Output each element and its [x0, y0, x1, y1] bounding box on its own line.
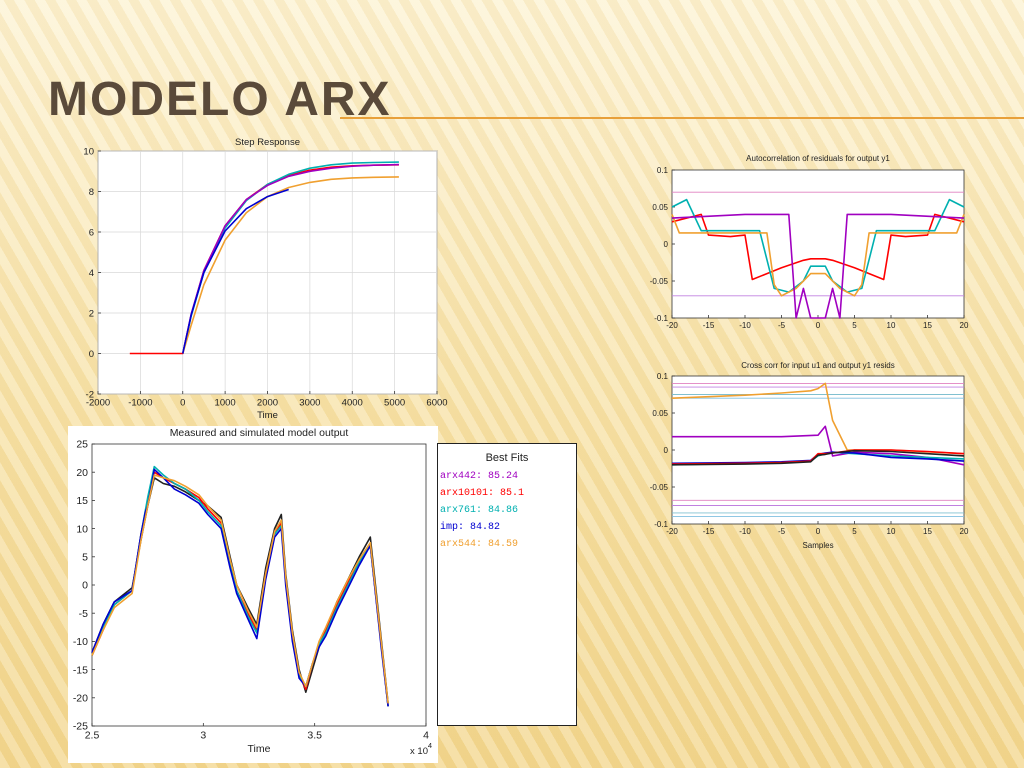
y-tick-label: 0	[82, 580, 88, 592]
best-fits-legend: Best Fits arx442: 85.24 arx10101: 85.1 a…	[437, 443, 577, 726]
x-tick-label: 15	[923, 321, 932, 330]
series-line-4	[671, 213, 965, 319]
x-tick-label: 5	[852, 527, 857, 536]
y-tick-label: 15	[76, 495, 88, 507]
fit-entry-imp: imp: 84.82	[440, 522, 501, 533]
x-tick-label: 3000	[299, 398, 320, 409]
x-tick-label: -1000	[128, 398, 152, 409]
y-tick-label: 0.1	[657, 166, 669, 175]
y-tick-label: -25	[73, 721, 88, 733]
y-tick-label: -10	[73, 636, 88, 648]
y-tick-label: 4	[89, 268, 94, 279]
x-tick-label: 0	[816, 321, 821, 330]
x-tick-label: -20	[666, 527, 678, 536]
y-tick-label: -2	[86, 389, 94, 400]
x-tick-label: 10	[887, 321, 896, 330]
y-tick-label: -0.1	[654, 314, 668, 323]
series-line-6	[671, 449, 965, 466]
y-tick-label: 8	[89, 187, 94, 198]
x-tick-label: 0	[180, 398, 185, 409]
x-tick-label: 5000	[384, 398, 405, 409]
measured-simulated-chart: 2.5 3 3.5 4 -25 -20 -15 -10 -5 0 5 10 15 20 25 Measured…	[68, 426, 438, 763]
x-tick-label: 1000	[215, 398, 236, 409]
y-tick-label: -0.1	[654, 520, 668, 529]
slide-title: MODELO ARX	[48, 73, 392, 126]
series-line-5	[182, 188, 289, 354]
chart-title: Cross corr for input u1 and output y1 re…	[741, 361, 894, 370]
x-tick-label: -5	[778, 321, 786, 330]
y-tick-label: -15	[73, 664, 88, 676]
x-tick-label: 20	[960, 321, 969, 330]
chart-title: Measured and simulated model output	[170, 427, 349, 439]
x-tick-label: 6000	[426, 398, 447, 409]
series-line-3	[91, 465, 389, 707]
x-tick-label: -20	[666, 321, 678, 330]
x-tick-label: 4	[423, 730, 429, 742]
y-tick-label: 2	[89, 308, 94, 319]
x-tick-label: 3.5	[307, 730, 322, 742]
series-line-5	[91, 474, 389, 704]
x-axis-multiplier: x 10	[410, 746, 428, 757]
series-line-4	[182, 176, 399, 354]
x-tick-label: 15	[923, 527, 932, 536]
fit-entry-arx442: arx442: 85.24	[440, 471, 519, 482]
x-tick-label: 3	[200, 730, 206, 742]
x-axis-label: Time	[248, 743, 271, 755]
series-line-2	[672, 425, 965, 466]
y-tick-label: 0.05	[652, 203, 668, 212]
x-tick-label: -10	[739, 321, 751, 330]
x-tick-label: -2000	[86, 398, 110, 409]
y-tick-label: 5	[82, 551, 88, 563]
y-tick-label: 10	[76, 523, 88, 535]
y-tick-label: 0	[89, 349, 94, 360]
best-fits-title: Best Fits	[485, 452, 529, 464]
x-tick-label: -5	[778, 527, 786, 536]
x-tick-label: -15	[703, 527, 715, 536]
y-tick-label: 25	[76, 439, 88, 451]
x-tick-label: 10	[887, 527, 896, 536]
x-tick-label: -10	[739, 527, 751, 536]
y-tick-label: -5	[79, 608, 88, 620]
y-tick-label: -20	[73, 692, 88, 704]
cross-correlation-chart: -20 -15 -10 -5 0 5 10 15 20 -0.1 -0.05 0 0.05 0.1 Cros…	[650, 361, 969, 550]
fit-entry-arx761: arx761: 84.86	[440, 505, 519, 516]
chart-title: Step Response	[235, 137, 300, 148]
y-tick-label: 0	[664, 446, 669, 455]
x-tick-label: -15	[703, 321, 715, 330]
y-tick-label: 0	[664, 240, 669, 249]
fit-entry-arx10101: arx10101: 85.1	[440, 488, 525, 499]
series-line-3	[671, 214, 965, 297]
y-tick-label: 0.1	[657, 372, 669, 381]
step-response-chart: -2000 -1000 0 1000 2000 3000 4000 5000 6000 -2 0 2 4…	[83, 137, 447, 421]
autocorrelation-chart: -20 -15 -10 -5 0 5 10 15 20 -0.1 -0.05 0 0.05 0.1 Auto…	[650, 154, 969, 330]
x-axis-label: Samples	[802, 541, 833, 550]
x-tick-label: 4000	[342, 398, 363, 409]
x-tick-label: 5	[852, 321, 857, 330]
x-tick-label: 2.5	[85, 730, 100, 742]
x-tick-label: 0	[816, 527, 821, 536]
plot-area	[671, 375, 965, 525]
y-tick-label: 20	[76, 467, 88, 479]
fit-entry-arx544: arx544: 84.59	[440, 539, 519, 550]
series-line-1	[671, 213, 965, 281]
y-tick-label: 10	[83, 146, 94, 157]
y-tick-label: -0.05	[650, 277, 669, 286]
series-line-2	[671, 198, 965, 293]
chart-title: Autocorrelation of residuals for output …	[746, 154, 890, 163]
plot-area	[671, 169, 965, 319]
x-axis-label: Time	[257, 410, 278, 421]
y-tick-label: -0.05	[650, 483, 669, 492]
y-tick-label: 0.05	[652, 409, 668, 418]
plot-area	[91, 443, 427, 727]
title-divider	[340, 117, 1024, 119]
x-axis-multiplier-exponent: 4	[428, 741, 432, 750]
y-tick-label: 6	[89, 227, 94, 238]
x-tick-label: 2000	[257, 398, 278, 409]
x-tick-label: 20	[960, 527, 969, 536]
